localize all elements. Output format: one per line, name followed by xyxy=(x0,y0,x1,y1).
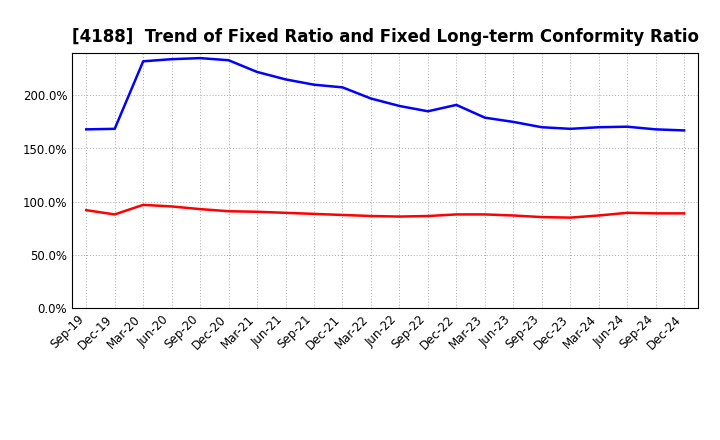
Fixed Ratio xyxy=(338,85,347,90)
Fixed Long-term Conformity Ratio xyxy=(423,213,432,219)
Fixed Ratio xyxy=(537,125,546,130)
Fixed Ratio xyxy=(566,126,575,132)
Fixed Long-term Conformity Ratio xyxy=(225,209,233,214)
Fixed Ratio xyxy=(452,102,461,107)
Fixed Long-term Conformity Ratio xyxy=(537,214,546,220)
Fixed Ratio xyxy=(423,109,432,114)
Fixed Ratio xyxy=(623,124,631,129)
Fixed Long-term Conformity Ratio xyxy=(566,215,575,220)
Fixed Ratio xyxy=(652,127,660,132)
Fixed Long-term Conformity Ratio xyxy=(366,213,375,219)
Fixed Ratio xyxy=(253,69,261,74)
Fixed Ratio xyxy=(509,119,518,125)
Fixed Long-term Conformity Ratio xyxy=(452,212,461,217)
Fixed Ratio xyxy=(110,126,119,132)
Fixed Ratio xyxy=(310,82,318,87)
Fixed Ratio xyxy=(167,56,176,62)
Fixed Long-term Conformity Ratio xyxy=(110,212,119,217)
Fixed Long-term Conformity Ratio xyxy=(652,211,660,216)
Fixed Long-term Conformity Ratio xyxy=(82,208,91,213)
Fixed Long-term Conformity Ratio xyxy=(167,204,176,209)
Fixed Ratio xyxy=(366,96,375,101)
Fixed Ratio xyxy=(480,115,489,120)
Fixed Long-term Conformity Ratio xyxy=(253,209,261,214)
Fixed Ratio xyxy=(595,125,603,130)
Fixed Long-term Conformity Ratio xyxy=(395,214,404,219)
Fixed Ratio xyxy=(139,59,148,64)
Fixed Long-term Conformity Ratio xyxy=(338,213,347,218)
Line: Fixed Ratio: Fixed Ratio xyxy=(86,58,684,130)
Fixed Long-term Conformity Ratio xyxy=(480,212,489,217)
Fixed Ratio xyxy=(82,127,91,132)
Fixed Long-term Conformity Ratio xyxy=(680,211,688,216)
Line: Fixed Long-term Conformity Ratio: Fixed Long-term Conformity Ratio xyxy=(86,205,684,218)
Fixed Ratio xyxy=(196,55,204,61)
Fixed Long-term Conformity Ratio xyxy=(282,210,290,216)
Fixed Long-term Conformity Ratio xyxy=(595,213,603,218)
Fixed Long-term Conformity Ratio xyxy=(623,210,631,216)
Fixed Long-term Conformity Ratio xyxy=(509,213,518,218)
Fixed Ratio xyxy=(282,77,290,82)
Fixed Ratio xyxy=(395,103,404,109)
Fixed Ratio xyxy=(680,128,688,133)
Fixed Long-term Conformity Ratio xyxy=(310,211,318,216)
Fixed Long-term Conformity Ratio xyxy=(139,202,148,208)
Fixed Ratio xyxy=(225,58,233,63)
Title: [4188]  Trend of Fixed Ratio and Fixed Long-term Conformity Ratio: [4188] Trend of Fixed Ratio and Fixed Lo… xyxy=(72,28,698,46)
Fixed Long-term Conformity Ratio xyxy=(196,206,204,212)
